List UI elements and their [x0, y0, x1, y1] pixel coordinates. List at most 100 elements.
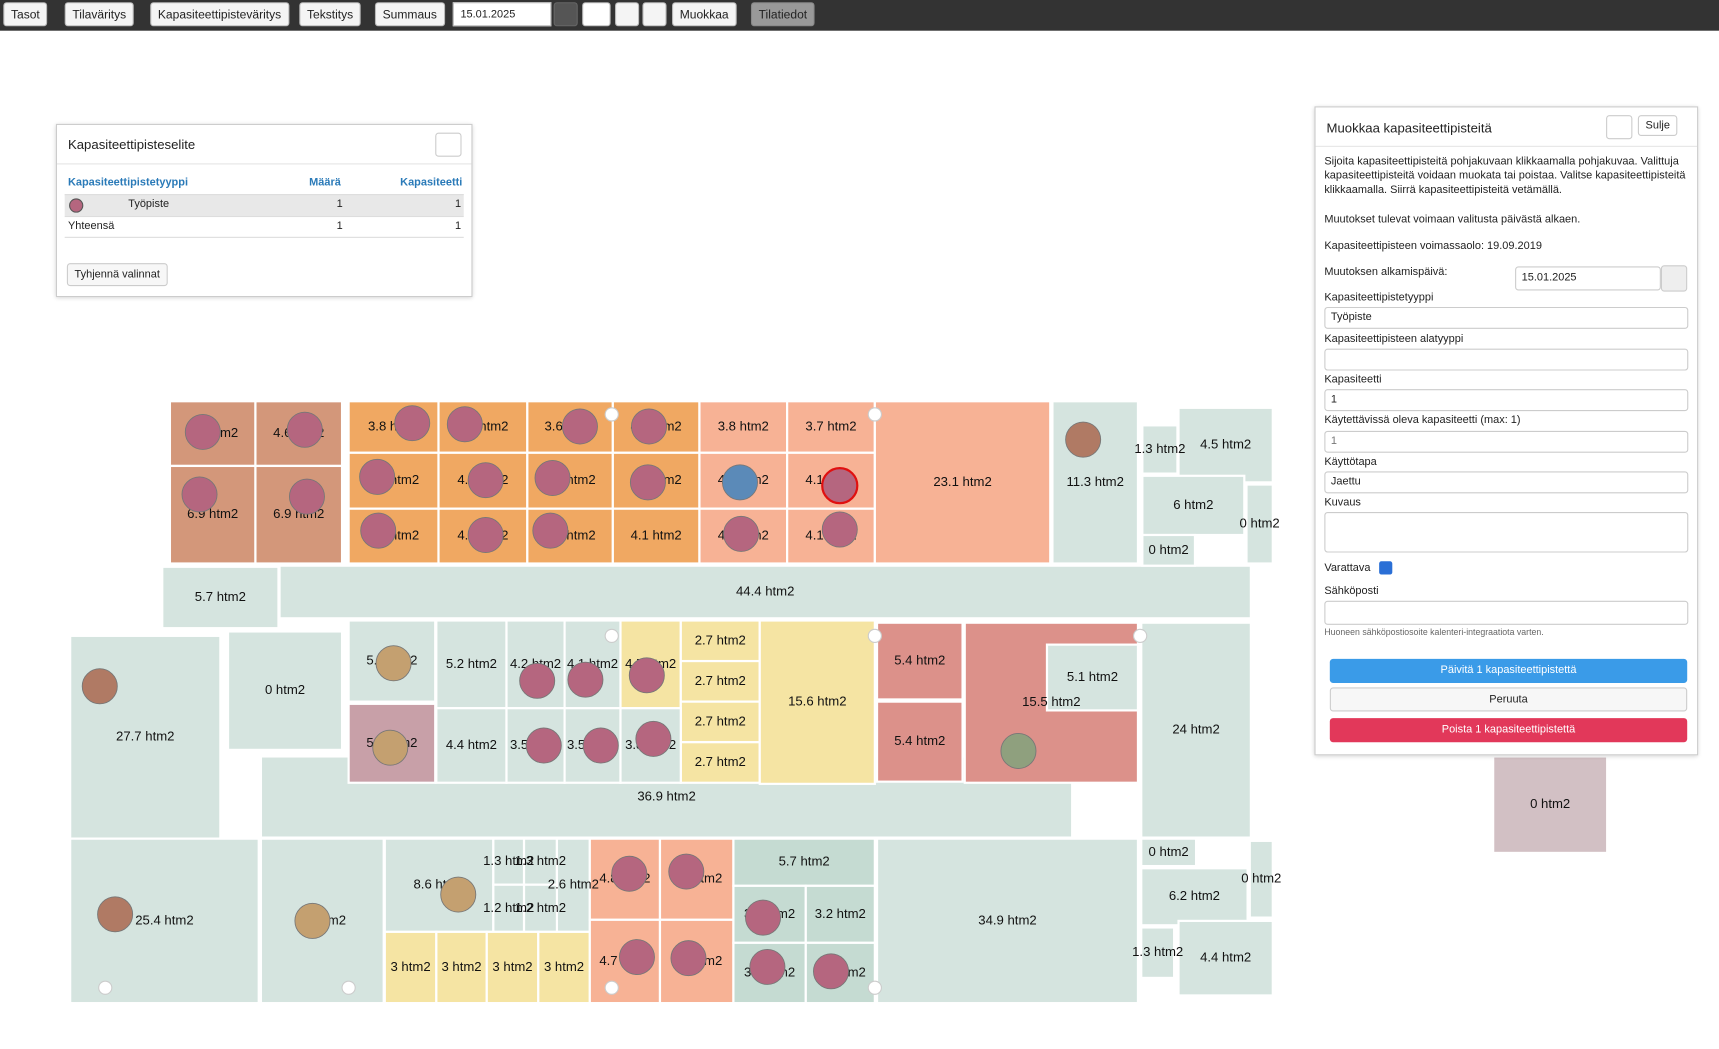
close-button[interactable]: Sulje [1637, 115, 1678, 136]
room-label: 5.2 htm2 [446, 656, 497, 671]
room [1245, 483, 1274, 565]
caret-button[interactable] [642, 2, 667, 27]
capacity-point [467, 517, 504, 553]
capacity-point [288, 478, 325, 515]
clear-button[interactable]: Tyhjennä valinnat [66, 263, 168, 287]
room-label: 4.4 htm2 [446, 737, 497, 752]
capacity-point [723, 515, 760, 552]
room [1141, 533, 1197, 567]
summaus-button[interactable]: Summaus [374, 2, 445, 27]
capacity-point [722, 464, 758, 501]
capacity-point [519, 662, 556, 699]
cell: Työpiste [128, 198, 170, 211]
bookable-checkbox[interactable] [1379, 561, 1393, 575]
validity: Kapasiteettipisteen voimassaolo: 19.09.2… [1324, 240, 1542, 253]
calendar-button[interactable] [1660, 265, 1688, 292]
handle [867, 407, 882, 422]
room-label: 24 htm2 [1172, 722, 1219, 737]
capacity-point [631, 408, 667, 445]
date-input[interactable]: 15.01.2025 [452, 2, 552, 27]
header[interactable]: Kapasiteettipistetyyppi [67, 176, 188, 189]
room-label: 3 htm2 [492, 959, 532, 974]
capacity-input[interactable]: 1 [1324, 389, 1689, 412]
calendar-button[interactable] [553, 2, 578, 27]
room-label: 44.4 htm2 [736, 583, 794, 598]
room-label: 0 htm2 [1149, 844, 1189, 859]
available-input[interactable]: 1 [1324, 430, 1689, 453]
capacity-point [821, 511, 858, 548]
delete-button[interactable]: Poista 1 kapasiteettipistettä [1329, 718, 1688, 743]
capacity-point [1065, 421, 1102, 458]
room-label: 5.4 htm2 [894, 733, 945, 748]
divider [64, 215, 464, 218]
handle [604, 407, 619, 422]
description-input[interactable] [1324, 511, 1689, 553]
room [522, 883, 559, 933]
room [1140, 621, 1252, 839]
room [1177, 919, 1274, 997]
room-label: 3.8 htm2 [718, 418, 769, 433]
room [698, 400, 789, 454]
room-label: 0 htm2 [1149, 542, 1189, 557]
room [383, 837, 495, 933]
room-label: 25.4 htm2 [135, 912, 193, 927]
room [1492, 755, 1609, 855]
cancel-button[interactable]: Peruuta [1329, 687, 1688, 712]
label: Kuvaus [1324, 496, 1361, 509]
room-label: 6 htm2 [1173, 497, 1213, 512]
cell: 1 [336, 198, 343, 211]
room-label: 15.6 htm2 [788, 694, 846, 709]
collapse-button[interactable] [435, 132, 462, 157]
room [679, 700, 761, 744]
edit-panel: Muokkaa kapasiteettipisteitä Sulje Sijoi… [1314, 106, 1699, 756]
kapasiteetti-button[interactable]: Kapasiteettipisteväritys [150, 2, 289, 27]
header[interactable]: Määrä [309, 176, 341, 189]
muokkaa-button[interactable]: Muokkaa [672, 2, 737, 27]
room-label: 1.3 htm2 [1134, 441, 1185, 456]
capacity-point [534, 460, 571, 496]
subtype-select[interactable] [1324, 348, 1689, 371]
capacity-point [1000, 732, 1037, 769]
handle [604, 628, 619, 643]
capacity-point [294, 902, 331, 939]
header[interactable]: Kapasiteetti [400, 176, 463, 189]
label: Kapasiteettipisteen alatyyppi [1324, 333, 1464, 346]
label: Kapasiteetti [1324, 373, 1382, 386]
room-label: 5.7 htm2 [195, 589, 246, 604]
capacity-point [184, 413, 221, 450]
type-select[interactable]: Työpiste [1324, 306, 1689, 329]
room-label: 4.1 htm2 [631, 528, 682, 543]
capacity-point [525, 727, 562, 764]
divider [57, 163, 472, 165]
email-input[interactable] [1324, 600, 1689, 625]
start-date-input[interactable]: 15.01.2025 [1515, 266, 1661, 291]
cell: 1 [336, 220, 343, 233]
tasot-button[interactable]: Tasot [3, 2, 48, 27]
room-label: 34.9 htm2 [978, 912, 1036, 927]
room [1045, 643, 1140, 712]
tilatiedot-button[interactable]: Tilatiedot [750, 2, 815, 27]
cell: 1 [454, 198, 462, 211]
room [1140, 926, 1176, 979]
tilavaritys-button[interactable]: Tilaväritys [64, 2, 134, 27]
room [611, 451, 701, 510]
room [1177, 406, 1274, 484]
pointer-button[interactable] [615, 2, 640, 27]
update-button[interactable]: Päivitä 1 kapasiteettipistettä [1329, 658, 1688, 683]
row[interactable] [64, 194, 464, 216]
usage-select[interactable]: Jaettu [1324, 471, 1689, 494]
label: Muokkaa [679, 8, 729, 22]
legend-panel: Kapasiteettipisteselite Kapasiteettipist… [55, 123, 473, 298]
room [226, 630, 344, 751]
capacity-point [359, 458, 396, 495]
collapse-button[interactable] [1606, 115, 1633, 140]
tekstitys-button[interactable]: Tekstitys [299, 2, 361, 27]
room-label: 0 htm2 [1530, 796, 1570, 811]
handle [98, 980, 113, 995]
hand-button[interactable] [582, 2, 611, 27]
value: 15.01.2025 [460, 8, 516, 21]
room [278, 564, 1252, 620]
room-label: 1.2 htm2 [483, 900, 534, 915]
help: Huoneen sähköpostiosoite kalenteri-integ… [1324, 627, 1544, 637]
